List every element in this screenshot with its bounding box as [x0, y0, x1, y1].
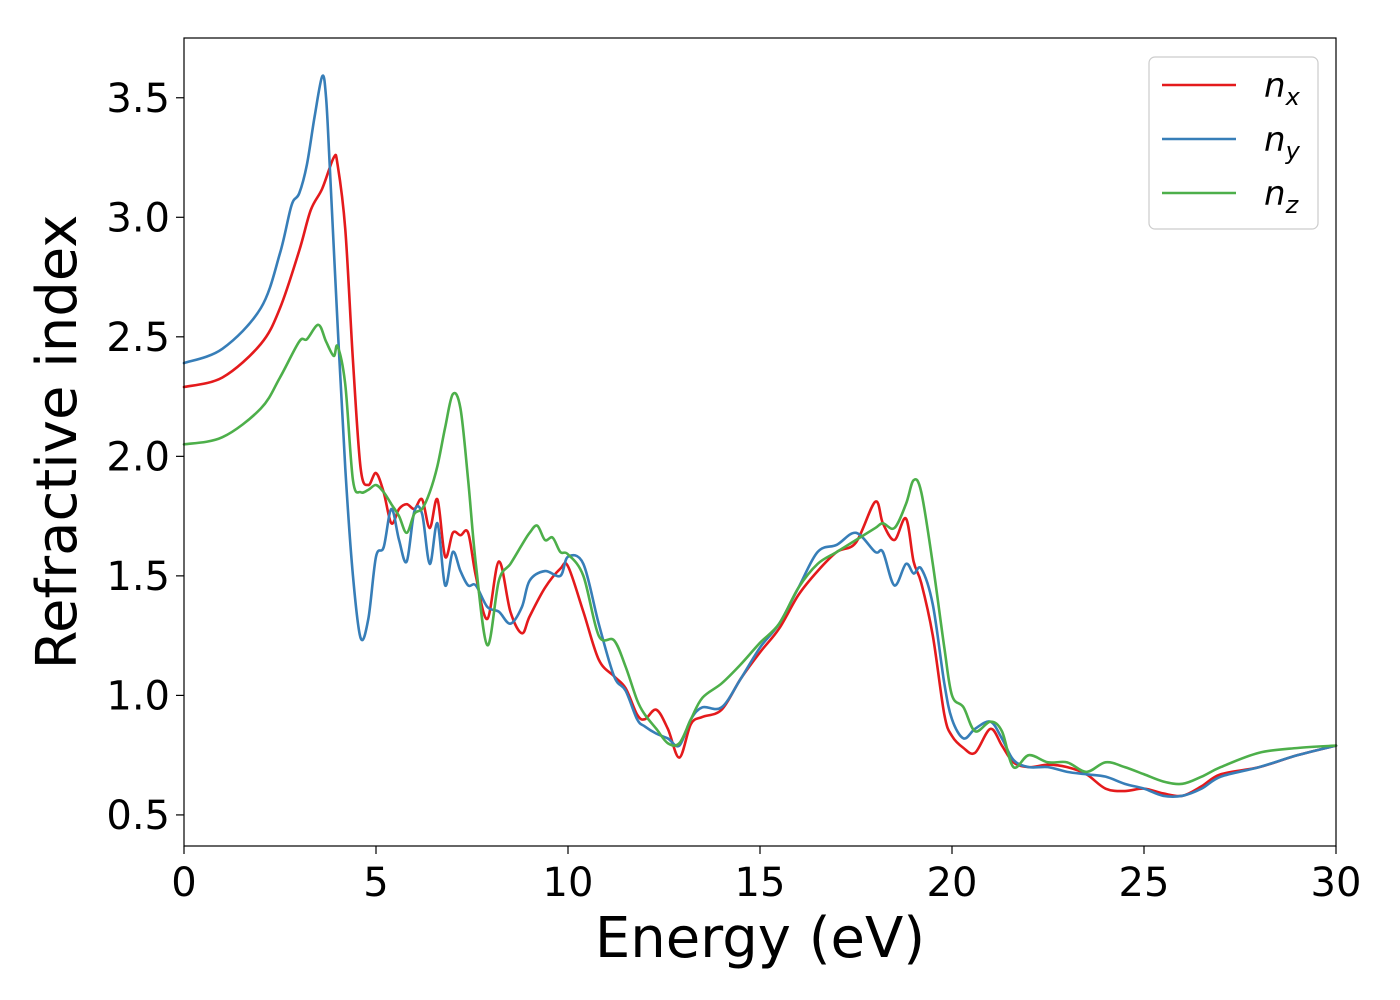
y-axis-title: Refractive index [25, 215, 90, 670]
series-layer [182, 74, 1338, 798]
x-tick-label: 30 [1311, 860, 1362, 906]
y-tick-label: 3.5 [106, 76, 170, 122]
legend-label-x: nx [1264, 66, 1301, 111]
x-tick-label: 20 [927, 860, 978, 906]
y-tick-label: 3.0 [106, 195, 170, 241]
y-axis: 0.5 1.0 1.5 2.0 2.5 3.0 3.5 [106, 76, 184, 839]
x-tick-label: 25 [1119, 860, 1170, 906]
x-tick-label: 10 [543, 860, 594, 906]
y-tick-label: 1.0 [106, 673, 170, 719]
series-line-y [182, 74, 1338, 798]
plot-area [184, 38, 1336, 846]
x-axis: 0 5 10 15 20 25 30 [171, 846, 1361, 906]
legend-box [1148, 56, 1319, 230]
x-tick-label: 5 [363, 860, 388, 906]
y-tick-label: 2.0 [106, 434, 170, 480]
y-tick-label: 1.5 [106, 554, 170, 600]
series-line-z [182, 323, 1338, 786]
x-axis-title: Energy (eV) [595, 906, 925, 971]
x-tick-label: 0 [171, 860, 196, 906]
legend: nx ny nz [1148, 56, 1319, 230]
legend-label-z: nz [1264, 174, 1300, 219]
x-tick-label: 15 [735, 860, 786, 906]
legend-label-y: ny [1264, 120, 1301, 165]
y-tick-label: 2.5 [106, 315, 170, 361]
y-tick-label: 0.5 [106, 793, 170, 839]
